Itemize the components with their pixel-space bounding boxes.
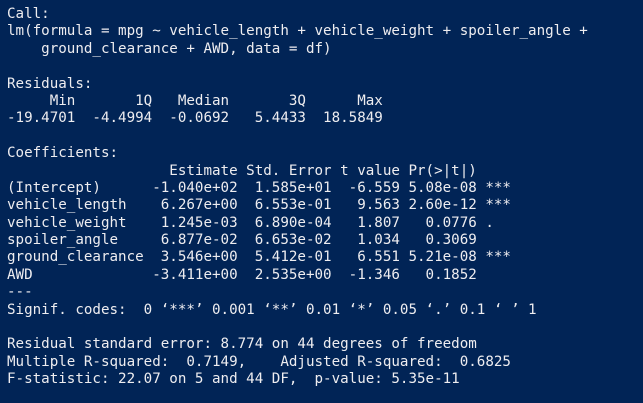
residuals-quantile-labels: Min 1Q Median 3Q Max	[7, 92, 383, 109]
coefficient-row-vehicle-weight: vehicle_weight 1.245e-03 6.890e-04 1.807…	[7, 214, 511, 231]
coefficient-row-ground-clearance: ground_clearance 3.546e+00 5.412e-01 6.5…	[7, 249, 511, 266]
coefficient-row-vehicle-length: vehicle_length 6.267e+00 6.553e-01 9.563…	[7, 197, 511, 214]
blank-line	[7, 319, 643, 336]
blank-line	[7, 58, 643, 75]
call-header: Call:	[7, 6, 50, 22]
f-statistic-line: F-statistic: 22.07 on 5 and 44 DF, p-val…	[7, 371, 460, 388]
coefficient-row-awd: AWD -3.411e+00 2.535e+00 -1.346 0.1852	[7, 266, 511, 283]
coefficient-row-intercept: (Intercept) -1.040e+02 1.585e+01 -6.559 …	[7, 179, 511, 196]
call-formula-line: lm(formula = mpg ~ vehicle_length + vehi…	[7, 23, 588, 40]
separator-line: ---	[7, 284, 33, 301]
coefficients-header: Coefficients:	[7, 145, 119, 162]
residuals-header: Residuals:	[7, 75, 93, 92]
blank-line	[7, 128, 643, 145]
coefficients-column-headers: Estimate Std. Error t value Pr(>|t|)	[7, 162, 511, 179]
call-formula-continuation: ground_clearance + AWD, data = df)	[7, 40, 332, 57]
residual-standard-error: Residual standard error: 8.774 on 44 deg…	[7, 336, 477, 353]
r-squared-line: Multiple R-squared: 0.7149, Adjusted R-s…	[7, 353, 520, 370]
signif-codes-legend: Signif. codes: 0 ‘***’ 0.001 ‘**’ 0.01 ‘…	[7, 301, 537, 318]
coefficient-row-spoiler-angle: spoiler_angle 6.877e-02 6.653e-02 1.034 …	[7, 232, 511, 249]
residuals-quantile-values: -19.4701 -4.4994 -0.0692 5.4433 18.5849	[7, 110, 383, 127]
